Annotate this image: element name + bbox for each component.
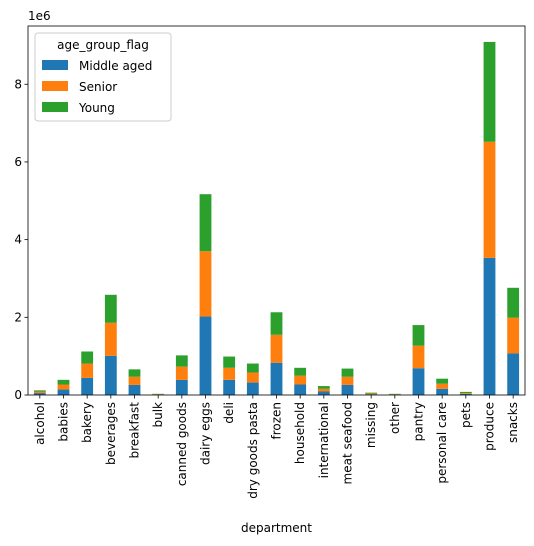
y-scale-label: 1e6 [28, 9, 51, 23]
x-tick-label: meat seafood [341, 402, 355, 484]
x-tick-label: produce [483, 402, 497, 451]
bar-pantry-middle-aged [412, 368, 425, 395]
bar-frozen-middle-aged [270, 362, 283, 395]
legend-entry: Young [78, 101, 115, 115]
bar-alcohol-young [33, 390, 46, 392]
legend-swatch [42, 102, 68, 112]
x-tick-label: missing [364, 402, 378, 448]
bar-bakery-middle-aged [81, 377, 94, 395]
legend: age_group_flag Middle aged Senior Young [34, 32, 172, 122]
y-tick-label: 0 [14, 388, 22, 402]
bar-meat-seafood-senior [341, 376, 354, 385]
x-tick-label: pantry [412, 402, 426, 441]
bar-pantry-senior [412, 345, 425, 369]
bar-snacks-senior [507, 317, 520, 354]
legend-title: age_group_flag [57, 38, 149, 52]
bar-canned-goods-middle-aged [175, 379, 188, 395]
plot-frame [27, 25, 526, 396]
bar-babies-middle-aged [57, 389, 70, 395]
bar-personal-care-middle-aged [436, 388, 449, 395]
x-tick-label: other [388, 402, 402, 434]
bar-dry-goods-pasta-middle-aged [246, 382, 259, 395]
bar-deli-middle-aged [223, 379, 236, 395]
bar-breakfast-young [128, 369, 141, 377]
bar-pets-middle-aged [459, 393, 472, 395]
bar-deli-senior [223, 367, 236, 380]
y-tick-label: 6 [14, 155, 22, 169]
bar-frozen-young [270, 312, 283, 335]
bar-dry-goods-pasta-young [246, 363, 259, 373]
x-tick-label: deli [222, 402, 236, 424]
bar-babies-senior [57, 384, 70, 390]
x-tick-label: international [317, 402, 331, 478]
x-tick-label: bakery [80, 402, 94, 443]
x-axis-label: department [241, 521, 312, 535]
bar-dairy-eggs-senior [199, 251, 212, 317]
legend-box [34, 32, 172, 122]
bar-international-middle-aged [317, 391, 330, 395]
bar-missing-young [365, 392, 378, 394]
bars-layer [33, 41, 520, 395]
legend-swatch [42, 60, 68, 70]
x-tick-label: breakfast [128, 402, 142, 459]
bar-produce-middle-aged [483, 257, 496, 395]
bar-canned-goods-senior [175, 366, 188, 380]
bar-beverages-middle-aged [104, 355, 117, 395]
bar-babies-young [57, 379, 70, 385]
bar-meat-seafood-young [341, 368, 354, 377]
bar-bakery-senior [81, 363, 94, 378]
x-tick-label: household [293, 402, 307, 464]
bar-snacks-young [507, 287, 520, 318]
bar-pantry-young [412, 325, 425, 346]
bar-beverages-senior [104, 322, 117, 356]
bar-bakery-young [81, 351, 94, 364]
bar-personal-care-senior [436, 383, 449, 389]
y-tick-label: 2 [14, 310, 22, 324]
bar-dairy-eggs-middle-aged [199, 316, 212, 395]
bar-missing-senior [365, 393, 378, 395]
x-tick-label: alcohol [33, 402, 47, 445]
bar-produce-young [483, 41, 496, 142]
x-tick-label: babies [57, 402, 71, 442]
bar-household-senior [294, 375, 307, 385]
bar-snacks-middle-aged [507, 353, 520, 395]
x-tick-label: bulk [151, 402, 165, 428]
bar-household-young [294, 367, 307, 376]
bar-pets-senior [459, 393, 472, 394]
bar-personal-care-young [436, 378, 449, 384]
axes-layer: alcohol babies bakery beverages breakfast bul… [14, 25, 526, 499]
legend-swatch [42, 81, 68, 91]
x-tick-label: dairy eggs [199, 402, 213, 465]
bar-breakfast-middle-aged [128, 384, 141, 395]
bar-alcohol-senior [33, 391, 46, 394]
x-tick-label: dry goods pasta [246, 402, 260, 499]
x-tick-label: pets [459, 402, 473, 428]
bar-international-young [317, 386, 330, 389]
bar-household-middle-aged [294, 384, 307, 395]
bar-produce-senior [483, 141, 496, 258]
bar-canned-goods-young [175, 355, 188, 367]
bar-meat-seafood-middle-aged [341, 384, 354, 395]
bar-dry-goods-pasta-senior [246, 372, 259, 383]
bar-pets-young [459, 391, 472, 394]
x-tick-label: snacks [506, 402, 520, 443]
legend-entry: Senior [79, 80, 117, 94]
bar-international-senior [317, 388, 330, 392]
bar-breakfast-senior [128, 376, 141, 385]
bar-beverages-young [104, 294, 117, 323]
bar-frozen-senior [270, 334, 283, 363]
x-tick-label: beverages [104, 402, 118, 465]
y-tick-label: 4 [14, 233, 22, 247]
y-tick-label: 8 [14, 77, 22, 91]
bar-alcohol-middle-aged [33, 393, 46, 395]
x-tick-label: personal care [435, 402, 449, 484]
bar-dairy-eggs-young [199, 194, 212, 252]
legend-entry: Middle aged [79, 59, 152, 73]
x-tick-label: frozen [270, 402, 284, 440]
bar-deli-young [223, 356, 236, 368]
x-tick-label: canned goods [175, 402, 189, 486]
